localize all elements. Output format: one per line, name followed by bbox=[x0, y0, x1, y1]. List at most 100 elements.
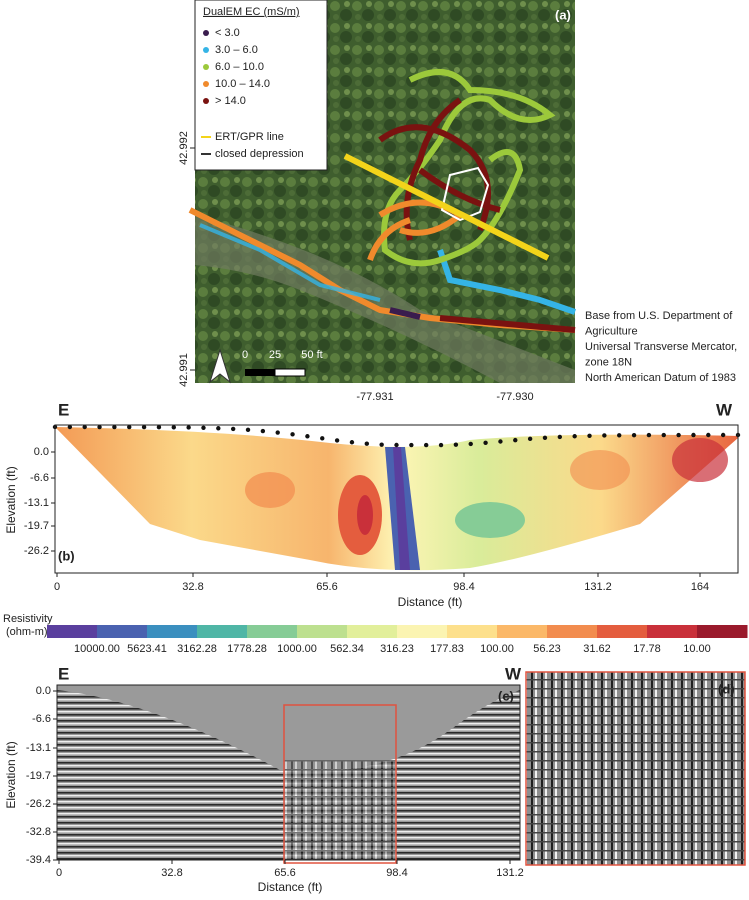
legend-label: 3.0 – 6.0 bbox=[215, 44, 258, 56]
legend-marker bbox=[203, 98, 209, 104]
credit-line: Agriculture bbox=[585, 325, 638, 337]
electrode bbox=[706, 432, 711, 438]
colorbar-swatch bbox=[347, 625, 398, 638]
colorbar-swatch bbox=[597, 625, 648, 638]
gpr-panel: E W (c) Distance (ft) Elevation (ft) 0 32… bbox=[4, 664, 746, 894]
x-tick-label: 32.8 bbox=[182, 581, 203, 593]
legend-box bbox=[194, 0, 328, 171]
electrode bbox=[483, 440, 488, 446]
electrode bbox=[409, 442, 414, 448]
colorbar-swatch bbox=[497, 625, 548, 638]
detail-box bbox=[283, 704, 397, 864]
scale-label: 25 bbox=[269, 349, 281, 361]
credit-line: Universal Transverse Mercator, bbox=[585, 341, 737, 353]
colorbar-swatch bbox=[247, 625, 298, 638]
colorbar-label: 316.23 bbox=[380, 643, 414, 655]
colorbar-label: 10.00 bbox=[683, 643, 711, 655]
electrode bbox=[617, 433, 622, 438]
electrode bbox=[186, 425, 191, 430]
colorbar-swatch bbox=[97, 625, 148, 638]
legend-label: 10.0 – 14.0 bbox=[215, 78, 270, 90]
electrode bbox=[320, 436, 325, 441]
x-tick-label: 32.8 bbox=[161, 867, 182, 879]
electrode bbox=[290, 432, 295, 437]
electrode bbox=[305, 434, 310, 439]
colorbar-swatch bbox=[547, 625, 598, 638]
colorbar-swatch bbox=[447, 625, 498, 638]
electrode bbox=[513, 437, 518, 443]
end-label: E bbox=[58, 400, 69, 419]
ert-panel: E W (b) Distance (ft) Elevation (ft) 0 32… bbox=[4, 400, 741, 609]
electrode bbox=[141, 424, 147, 430]
scale-label: 0 bbox=[242, 349, 248, 361]
legend-label: > 14.0 bbox=[215, 95, 246, 107]
electrode bbox=[468, 441, 473, 447]
electrode bbox=[230, 426, 236, 432]
colorbar-swatch bbox=[397, 625, 448, 638]
electrode bbox=[216, 426, 221, 431]
colorbar-label: 1000.00 bbox=[277, 643, 317, 655]
credit-line: zone 18N bbox=[585, 356, 632, 368]
panel-label: (c) bbox=[498, 688, 514, 703]
colorbar: Resistivity (ohm-m) 10000.00 5623.41 3162.… bbox=[3, 613, 748, 655]
lat-tick-label: 42.991 bbox=[178, 353, 190, 387]
x-tick-label: 0 bbox=[54, 581, 60, 593]
electrode bbox=[423, 442, 429, 448]
legend-label: < 3.0 bbox=[215, 27, 240, 39]
electrode bbox=[275, 430, 280, 435]
electrode bbox=[602, 433, 607, 438]
legend-label: 6.0 – 10.0 bbox=[215, 61, 264, 73]
electrode bbox=[334, 438, 340, 443]
colorbar-label: 1778.28 bbox=[227, 643, 267, 655]
electrode bbox=[661, 432, 666, 438]
y-tick-label: -13.1 bbox=[26, 742, 51, 754]
colorbar-label: 3162.28 bbox=[177, 643, 217, 655]
legend-marker bbox=[203, 47, 209, 53]
colorbar-title: (ohm-m) bbox=[6, 626, 48, 638]
x-tick-label: 65.6 bbox=[316, 581, 337, 593]
electrode bbox=[201, 425, 206, 430]
electrode bbox=[720, 432, 726, 438]
electrode bbox=[631, 432, 637, 438]
electrode bbox=[156, 424, 162, 430]
colorbar-label: 56.23 bbox=[533, 643, 561, 655]
x-axis-label: Distance (ft) bbox=[398, 595, 463, 609]
x-axis-label: Distance (ft) bbox=[258, 880, 323, 894]
colorbar-swatch bbox=[697, 625, 748, 638]
x-tick-label: 65.6 bbox=[274, 867, 295, 879]
electrode bbox=[379, 442, 384, 447]
y-tick-label: -32.8 bbox=[26, 826, 51, 838]
colorbar-label: 10000.00 bbox=[74, 643, 120, 655]
credit-line: Base from U.S. Department of bbox=[585, 310, 733, 322]
y-tick-label: -39.4 bbox=[26, 854, 51, 866]
electrode bbox=[572, 434, 577, 439]
y-tick-label: -26.2 bbox=[26, 798, 51, 810]
panel-label: (b) bbox=[58, 548, 75, 563]
legend-title: DualEM EC (mS/m) bbox=[203, 6, 300, 18]
lon-tick-label: -77.931 bbox=[356, 391, 393, 403]
scale-label: 50 ft bbox=[301, 349, 322, 361]
x-tick-label: 131.2 bbox=[584, 581, 612, 593]
x-tick-label: 98.4 bbox=[453, 581, 474, 593]
electrode bbox=[245, 427, 251, 433]
electrode bbox=[646, 432, 652, 438]
colorbar-title: Resistivity bbox=[3, 613, 53, 625]
electrode bbox=[498, 439, 503, 444]
colorbar-label: 562.34 bbox=[330, 643, 364, 655]
x-tick-label: 0 bbox=[56, 867, 62, 879]
colorbar-label: 17.78 bbox=[633, 643, 661, 655]
electrode bbox=[349, 440, 355, 445]
end-label: W bbox=[716, 400, 733, 419]
electrode bbox=[67, 424, 73, 430]
legend-marker bbox=[203, 81, 209, 87]
colorbar-label: 5623.41 bbox=[127, 643, 167, 655]
colorbar-swatch bbox=[147, 625, 198, 638]
panel-label: (d) bbox=[718, 681, 735, 696]
legend-label: ERT/GPR line bbox=[215, 131, 284, 143]
north-arrow bbox=[209, 348, 231, 384]
gpr-detail-image bbox=[526, 672, 745, 865]
end-label: W bbox=[505, 664, 522, 683]
electrode bbox=[438, 442, 444, 448]
legend-label: closed depression bbox=[215, 148, 304, 160]
electrode bbox=[260, 428, 266, 434]
